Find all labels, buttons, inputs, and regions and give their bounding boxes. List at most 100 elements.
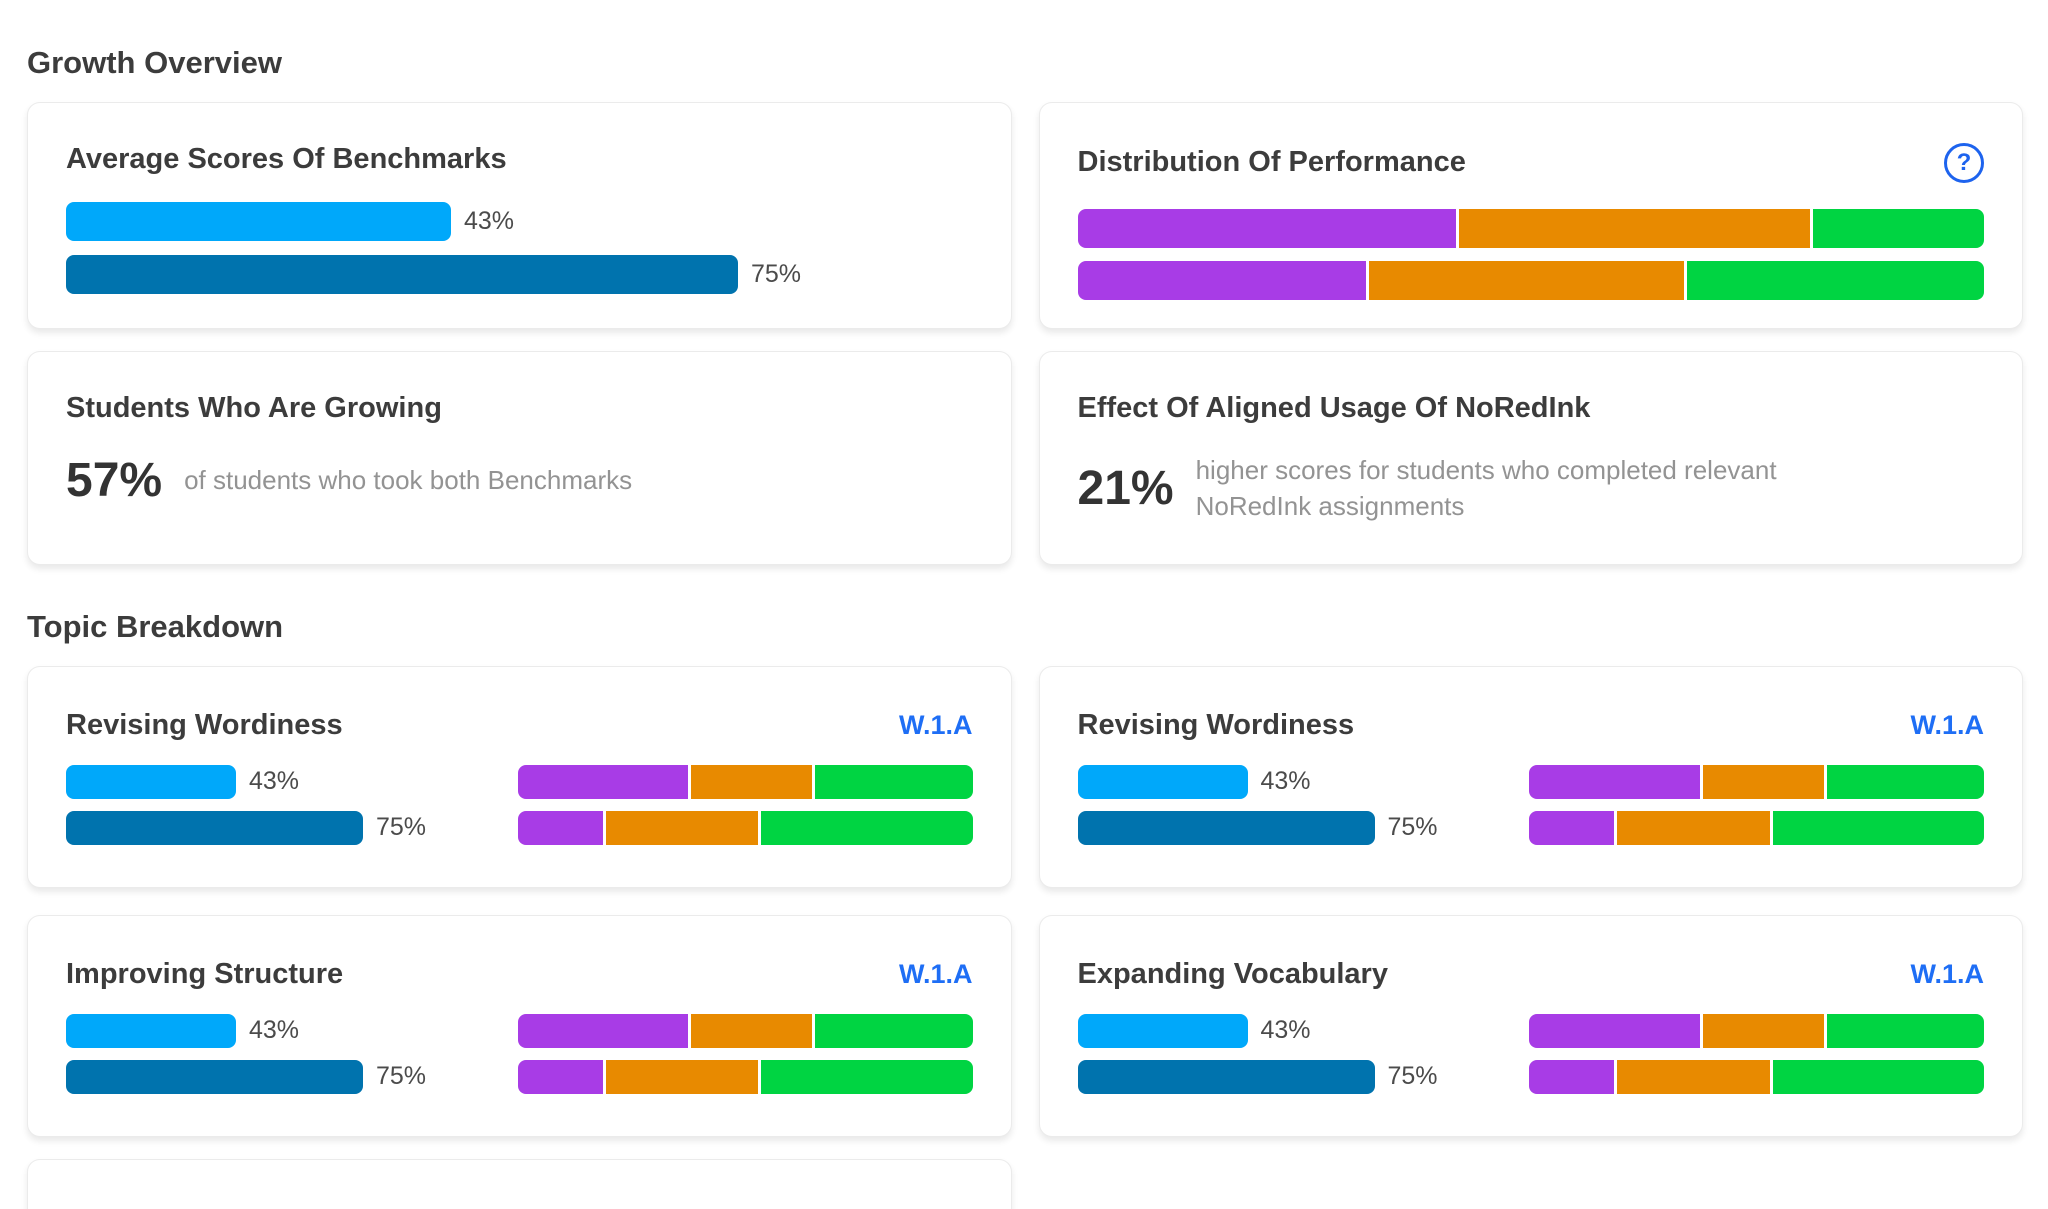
distribution-segment-green [1772, 1059, 1984, 1094]
distribution-bar [1529, 1059, 1984, 1094]
distribution-card-title: Distribution Of Performance [1077, 146, 1466, 179]
benchmark-bar [1077, 1059, 1375, 1094]
benchmark-bar-row: 75% [66, 1059, 427, 1094]
distribution-segment-orange [1368, 261, 1684, 301]
benchmark-bar-label: 43% [464, 207, 515, 236]
benchmark-bar-label: 75% [1387, 1062, 1438, 1091]
effect-stat-value: 21% [1077, 462, 1174, 516]
topic-grid-overflow-row [27, 1159, 2023, 1209]
benchmarks-card-title: Average Scores Of Benchmarks [66, 143, 507, 176]
distribution-segment-purple [1077, 209, 1456, 249]
distribution-segment-green [761, 1059, 973, 1094]
topic-card: Improving Structure W.1.A 43% 75% [27, 915, 1012, 1138]
distribution-bar [1529, 764, 1984, 799]
distribution-segment-purple [1077, 261, 1366, 301]
benchmark-bar-row: 75% [1077, 810, 1438, 845]
benchmark-bar-row: 43% [1077, 1013, 1438, 1048]
distribution-segment-orange [1617, 1059, 1770, 1094]
distribution-segment-green [815, 1013, 973, 1048]
distribution-segment-green [1772, 810, 1984, 845]
benchmark-bar [66, 255, 738, 295]
benchmark-bar-row: 43% [66, 1013, 426, 1048]
benchmark-bar-label: 75% [1387, 813, 1438, 842]
growing-card: Students Who Are Growing 57% of students… [27, 351, 1012, 566]
effect-stat-description: higher scores for students who completed… [1195, 455, 1777, 521]
benchmark-bar-label: 75% [376, 1062, 427, 1091]
topic-card-title: Revising Wordiness [1077, 709, 1355, 742]
topic-benchmark-bar-chart: 43% 75% [1077, 1013, 1438, 1106]
distribution-segment-orange [1702, 764, 1824, 799]
topic-benchmark-bar-chart: 43% 75% [66, 1013, 427, 1106]
benchmark-bar [1077, 810, 1375, 845]
topic-card-partial [27, 1159, 1012, 1209]
growth-overview-heading: Growth Overview [27, 45, 282, 80]
distribution-bar [517, 810, 973, 845]
benchmark-bar [1077, 764, 1248, 799]
overview-row-1: Average Scores Of Benchmarks 43% 75% Dist… [27, 102, 2023, 330]
overview-row-2: Students Who Are Growing 57% of students… [27, 351, 2023, 566]
distribution-segment-orange [691, 1013, 813, 1048]
topic-card: Expanding Vocabulary W.1.A 43% 75% [1038, 915, 2023, 1138]
distribution-segment-purple [517, 1059, 603, 1094]
topic-benchmark-bar-chart: 43% 75% [1077, 764, 1438, 857]
benchmark-bar [66, 202, 451, 242]
topic-distribution-bar-chart [1529, 764, 1984, 857]
benchmark-bar [1077, 1013, 1248, 1048]
distribution-segment-orange [691, 764, 813, 799]
distribution-segment-orange [1617, 810, 1770, 845]
benchmark-bar-label: 75% [751, 260, 802, 289]
topic-breakdown-heading: Topic Breakdown [27, 609, 284, 645]
benchmarks-card: Average Scores Of Benchmarks 43% 75% [27, 102, 1012, 330]
benchmark-bar [66, 764, 236, 799]
growing-card-title: Students Who Are Growing [66, 392, 442, 425]
benchmark-bar-row: 43% [66, 202, 973, 242]
distribution-segment-orange [605, 1059, 759, 1094]
distribution-segment-orange [1458, 209, 1810, 249]
topic-card: Revising Wordiness W.1.A 43% 75% [1038, 666, 2023, 889]
help-icon[interactable]: ? [1944, 143, 1984, 184]
topic-card-title: Expanding Vocabulary [1077, 958, 1388, 991]
topic-card-title: Improving Structure [66, 958, 344, 991]
topic-card: Revising Wordiness W.1.A 43% 75% [27, 666, 1012, 889]
benchmark-bar-label: 75% [376, 813, 427, 842]
benchmark-bar-label: 43% [249, 1016, 300, 1045]
distribution-segment-purple [1529, 764, 1700, 799]
benchmark-bar [66, 1059, 363, 1094]
topic-benchmark-bar-chart: 43% 75% [66, 764, 427, 857]
standard-link[interactable]: W.1.A [898, 710, 973, 741]
topic-distribution-bar-chart [1529, 1013, 1984, 1106]
standard-link[interactable]: W.1.A [1910, 710, 1984, 741]
distribution-segment-green [815, 764, 973, 799]
distribution-segment-green [761, 810, 973, 845]
distribution-segment-orange [1702, 1013, 1824, 1048]
topic-distribution-bar-chart [517, 1013, 973, 1106]
distribution-segment-purple [517, 764, 689, 799]
benchmark-bar-label: 43% [249, 767, 300, 796]
topic-grid: Revising Wordiness W.1.A 43% 75% Revising… [27, 666, 2023, 1138]
distribution-bar-chart [1077, 209, 1984, 301]
distribution-bar [517, 1059, 973, 1094]
distribution-segment-green [1826, 1013, 1984, 1048]
benchmark-bar [66, 810, 363, 845]
distribution-segment-purple [1529, 810, 1615, 845]
standard-link[interactable]: W.1.A [1910, 959, 1984, 990]
benchmark-bar-row: 75% [66, 810, 427, 845]
benchmark-bar-label: 43% [1260, 1016, 1311, 1045]
topic-card-title: Revising Wordiness [66, 709, 343, 742]
effect-card: Effect Of Aligned Usage Of NoRedInk 21% … [1038, 351, 2023, 566]
growing-stat-description: of students who took both Benchmarks [184, 465, 633, 496]
standard-link[interactable]: W.1.A [898, 959, 973, 990]
growing-stat-value: 57% [66, 454, 163, 508]
distribution-bar [517, 764, 973, 799]
distribution-segment-purple [1529, 1013, 1700, 1048]
benchmark-bar-row: 75% [66, 255, 973, 295]
benchmark-bar-row: 43% [1077, 764, 1438, 799]
distribution-card: Distribution Of Performance ? [1038, 102, 2023, 330]
benchmark-bar-row: 43% [66, 764, 426, 799]
distribution-segment-orange [605, 810, 759, 845]
distribution-bar [1529, 810, 1984, 845]
distribution-segment-purple [517, 810, 603, 845]
distribution-segment-purple [517, 1013, 689, 1048]
distribution-bar [1077, 261, 1984, 301]
